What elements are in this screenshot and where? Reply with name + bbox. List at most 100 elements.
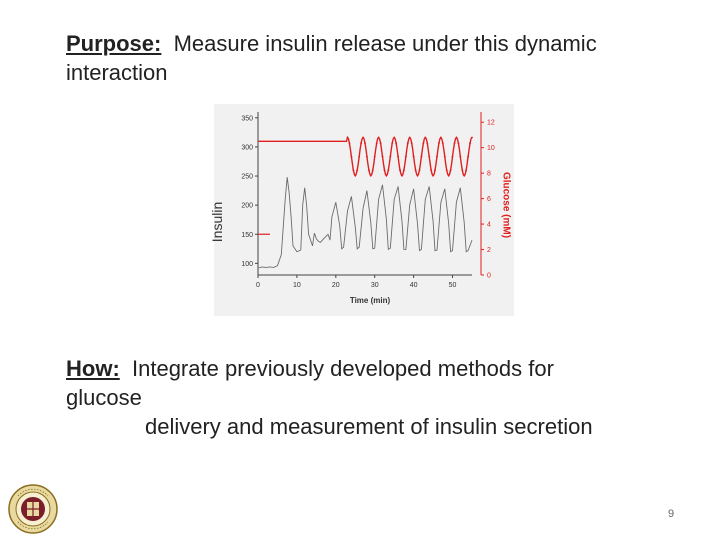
glucose-point — [469, 142, 471, 144]
glucose-point — [438, 142, 440, 144]
glucose-point — [346, 136, 349, 139]
x-tick-label: 40 — [410, 282, 418, 289]
glucose-point — [356, 169, 359, 171]
page-number: 9 — [668, 508, 675, 520]
glucose-point — [422, 142, 425, 144]
x-tick-label: 30 — [371, 282, 379, 289]
glucose-point — [403, 169, 405, 171]
glucose-point — [350, 155, 353, 158]
university-seal-icon — [8, 484, 58, 534]
glucose-point — [410, 142, 413, 144]
glucose-point — [461, 169, 464, 171]
glucose-point — [471, 136, 473, 139]
glucose-point — [362, 136, 364, 139]
glucose-point — [420, 155, 423, 158]
glucose-point — [375, 142, 378, 144]
glucose-point — [412, 155, 415, 158]
glucose-point — [430, 169, 433, 171]
glucose-point — [391, 142, 394, 144]
y-left-tick-label: 300 — [241, 144, 253, 151]
glucose-point — [393, 136, 396, 139]
glucose-point — [426, 142, 429, 144]
glucose-point — [467, 155, 470, 158]
glucose-point — [358, 155, 361, 158]
y-left-tick-label: 200 — [241, 203, 253, 210]
glucose-point — [354, 174, 357, 177]
glucose-point — [404, 155, 407, 158]
glucose-point — [447, 174, 450, 177]
glucose-point — [395, 142, 398, 144]
glucose-point — [449, 169, 452, 171]
y-left-tick-label: 350 — [241, 115, 253, 122]
glucose-point — [418, 169, 421, 171]
glucose-point — [453, 142, 456, 144]
x-tick-label: 10 — [293, 282, 301, 289]
glucose-point — [385, 174, 388, 177]
glucose-point — [381, 155, 384, 158]
glucose-point — [465, 169, 468, 171]
glucose-point — [445, 169, 448, 171]
x-tick-label: 20 — [332, 282, 340, 289]
glucose-point — [360, 142, 363, 144]
glucose-point — [379, 142, 382, 144]
y-right-tick-label: 8 — [487, 171, 491, 178]
glucose-point — [364, 142, 366, 144]
purpose-line: Purpose: Measure insulin release under t… — [66, 31, 597, 57]
how-heading: How: — [66, 356, 120, 381]
glucose-point — [455, 136, 458, 139]
y-right-tick-label: 2 — [487, 247, 491, 254]
glucose-point — [401, 174, 403, 177]
purpose-heading: Purpose: — [66, 31, 162, 56]
glucose-point — [463, 174, 466, 177]
glucose-point — [387, 169, 390, 171]
glucose-point — [371, 169, 374, 171]
y-right-tick-label: 12 — [487, 120, 495, 127]
glucose-point — [366, 155, 368, 158]
glucose-point — [397, 155, 399, 158]
glucose-point — [373, 155, 376, 158]
glucose-point — [367, 169, 370, 171]
glucose-point — [369, 174, 372, 177]
y-right-tick-label: 6 — [487, 196, 491, 203]
y-axis-left-label: Insulin — [209, 201, 225, 243]
glucose-point — [383, 169, 386, 171]
glucose-point — [459, 155, 462, 158]
how-line: How: Integrate previously developed meth… — [66, 356, 554, 382]
glucose-point — [451, 155, 454, 158]
y-left-tick-label: 150 — [241, 232, 253, 239]
purpose-text: Measure insulin release under this dynam… — [173, 31, 597, 56]
y-left-tick-label: 250 — [241, 174, 253, 181]
glucose-point — [424, 136, 427, 139]
glucose-point — [406, 142, 409, 144]
glucose-point — [377, 136, 380, 139]
glucose-point — [439, 136, 442, 139]
glucose-point — [457, 142, 460, 144]
glucose-point — [389, 155, 392, 158]
x-tick-label: 0 — [256, 282, 260, 289]
glucose-point — [443, 155, 446, 158]
glucose-point — [348, 142, 351, 144]
purpose-continuation: interaction — [66, 60, 168, 85]
x-tick-label: 50 — [449, 282, 457, 289]
series-insulin-line — [257, 177, 473, 269]
glucose-point — [434, 169, 436, 171]
glucose-point — [399, 169, 401, 171]
how-continuation-2: delivery and measurement of insulin secr… — [145, 414, 593, 439]
how-continuation-1: glucose — [66, 385, 142, 410]
glucose-point — [408, 136, 411, 139]
y-axis-right-label: Glucose (mM) — [500, 171, 512, 239]
glucose-point — [352, 169, 355, 171]
how-text: Integrate previously developed methods f… — [132, 356, 554, 381]
y-right-tick-label: 0 — [487, 273, 491, 280]
glucose-point — [432, 174, 434, 177]
glucose-point — [416, 174, 419, 177]
glucose-point — [441, 142, 444, 144]
glucose-point — [414, 169, 417, 171]
y-right-tick-label: 4 — [487, 222, 491, 229]
y-right-tick-label: 10 — [487, 145, 495, 152]
glucose-point — [428, 155, 431, 158]
x-axis-label: Time (min) — [350, 296, 391, 305]
glucose-point — [436, 155, 438, 158]
y-left-tick-label: 100 — [241, 261, 253, 268]
